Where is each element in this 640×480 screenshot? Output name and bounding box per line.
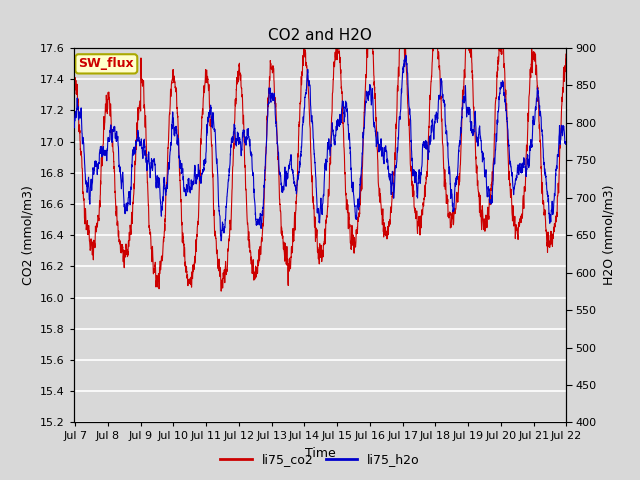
X-axis label: Time: Time: [305, 447, 335, 460]
Title: CO2 and H2O: CO2 and H2O: [268, 28, 372, 43]
Y-axis label: H2O (mmol/m3): H2O (mmol/m3): [602, 185, 615, 286]
Text: SW_flux: SW_flux: [79, 58, 134, 71]
Y-axis label: CO2 (mmol/m3): CO2 (mmol/m3): [21, 185, 34, 285]
Legend: li75_co2, li75_h2o: li75_co2, li75_h2o: [215, 448, 425, 471]
